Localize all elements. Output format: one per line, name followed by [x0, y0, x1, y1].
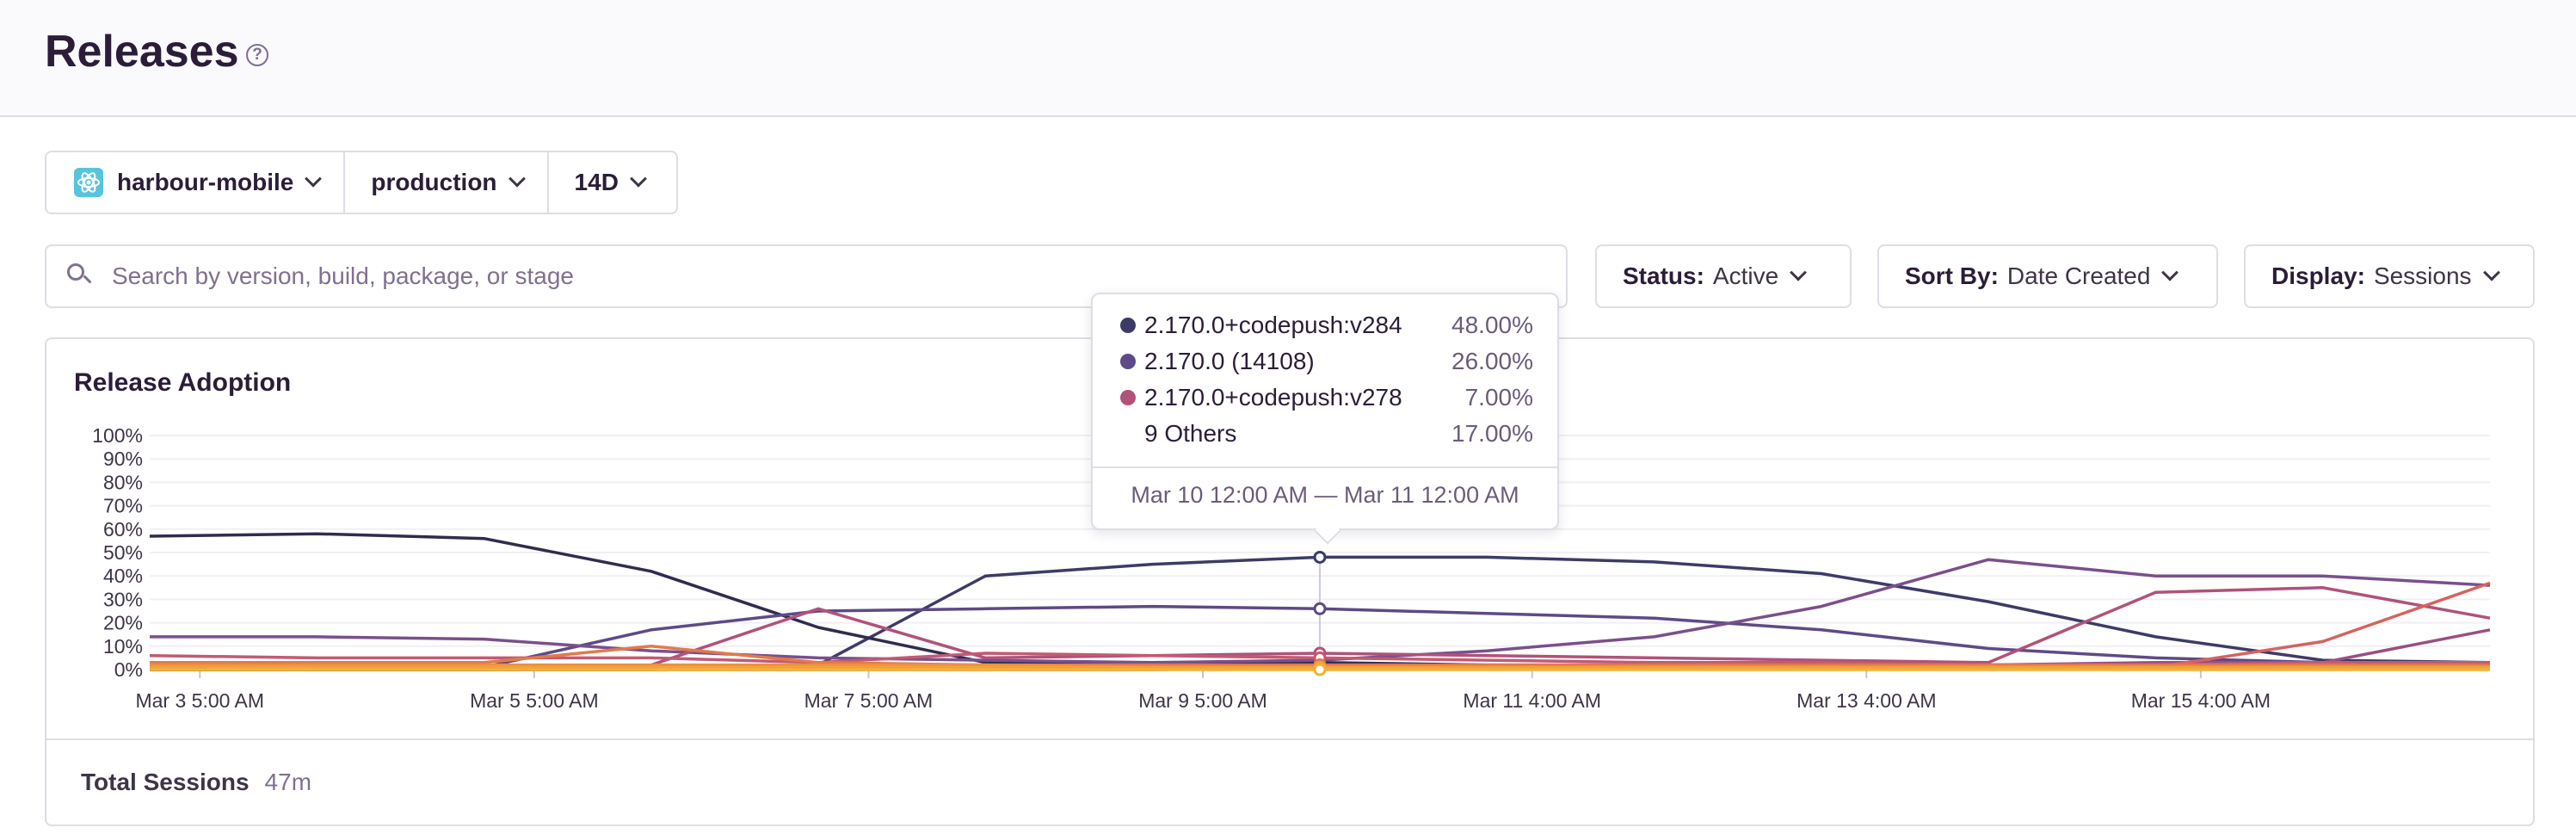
tooltip-row: 2.170.0+codepush:v278 7.00%: [1120, 380, 1533, 415]
y-tick-label: 90%: [103, 448, 143, 470]
react-project-icon: [74, 168, 103, 197]
tooltip-series-name: 2.170.0+codepush:v278: [1144, 384, 1402, 411]
tooltip-row-others: 9 Others 17.00%: [1120, 417, 1533, 451]
x-tick-label: Mar 11 4:00 AM: [1463, 689, 1601, 712]
chevron-down-icon: [2482, 263, 2500, 281]
chevron-down-icon: [1790, 263, 1808, 281]
y-tick-label: 100%: [92, 424, 143, 447]
x-tick-label: Mar 13 4:00 AM: [1796, 689, 1936, 712]
tooltip-series-value: 26.00%: [1451, 348, 1533, 374]
chart-title: Release Adoption: [74, 368, 292, 397]
status-label: Status:: [1623, 262, 1704, 289]
search-input[interactable]: [110, 262, 1490, 291]
y-tick-label: 60%: [103, 518, 143, 540]
series-color-dot: [1120, 354, 1136, 369]
chevron-down-icon: [2161, 263, 2179, 281]
sort-value: Date Created: [2006, 262, 2151, 289]
y-tick-label: 0%: [114, 658, 143, 681]
x-tick-label: Mar 15 4:00 AM: [2131, 689, 2271, 712]
y-tick-label: 10%: [103, 635, 143, 658]
question-circle-icon[interactable]: ?: [246, 44, 268, 66]
chart-tooltip: 2.170.0+codepush:v284 48.00% 2.170.0 (14…: [1091, 293, 1559, 545]
chevron-down-icon: [305, 170, 323, 188]
display-dropdown[interactable]: Display: Sessions: [2244, 244, 2535, 308]
sort-label: Sort By:: [1905, 262, 1999, 289]
status-value: Active: [1712, 262, 1779, 289]
tooltip-row: 2.170.0 (14108) 26.00%: [1120, 344, 1533, 379]
project-selector[interactable]: harbour-mobile: [46, 152, 346, 213]
release-search: [45, 244, 1568, 308]
total-sessions-value: 47m: [264, 769, 312, 795]
x-tick-label: Mar 5 5:00 AM: [470, 689, 599, 712]
highlight-point-1: [1313, 550, 1327, 564]
display-value: Sessions: [2373, 262, 2472, 289]
tooltip-series-value: 48.00%: [1451, 312, 1533, 338]
y-tick-label: 80%: [103, 471, 143, 493]
x-tick-label: Mar 9 5:00 AM: [1138, 689, 1267, 712]
date-range-value: 14D: [574, 169, 619, 195]
tooltip-divider: [1093, 466, 1557, 468]
tooltip-others-value: 17.00%: [1451, 420, 1533, 447]
tooltip-series-name: 2.170.0 (14108): [1144, 348, 1315, 374]
series-color-dot: [1120, 390, 1136, 405]
page-title: Releases: [45, 27, 239, 77]
tooltip-series-name: 2.170.0+codepush:v284: [1144, 312, 1402, 338]
y-tick-label: 40%: [103, 565, 143, 587]
date-range-selector[interactable]: 14D: [549, 152, 669, 213]
panel-footer: Total Sessions 47m: [46, 738, 2533, 825]
y-tick-label: 50%: [103, 541, 143, 564]
highlight-point-3: [1313, 602, 1327, 615]
tooltip-series-value: 7.00%: [1464, 384, 1533, 411]
page-header: Releases ?: [0, 0, 2576, 117]
tooltip-row: 2.170.0+codepush:v284 48.00%: [1120, 308, 1533, 343]
y-tick-label: 70%: [103, 495, 143, 517]
display-label: Display:: [2271, 262, 2365, 289]
search-icon: [67, 263, 93, 289]
status-dropdown[interactable]: Status: Active: [1595, 244, 1852, 308]
environment-selector[interactable]: production: [345, 152, 549, 213]
project-name: harbour-mobile: [117, 169, 294, 195]
chevron-down-icon: [508, 170, 526, 188]
chevron-down-icon: [630, 170, 647, 188]
environment-name: production: [371, 169, 497, 195]
x-tick-label: Mar 3 5:00 AM: [135, 689, 264, 712]
series-color-dot: [1120, 318, 1136, 333]
total-sessions-label: Total Sessions: [81, 769, 250, 795]
sort-dropdown[interactable]: Sort By: Date Created: [1877, 244, 2218, 308]
highlight-point-12: [1313, 663, 1327, 676]
y-tick-label: 20%: [103, 612, 143, 634]
tooltip-others-name: 9 Others: [1144, 420, 1237, 447]
y-tick-label: 30%: [103, 588, 143, 610]
page-filter-bar: harbour-mobile production 14D: [45, 151, 678, 214]
x-tick-label: Mar 7 5:00 AM: [804, 689, 934, 712]
tooltip-date-range: Mar 10 12:00 AM — Mar 11 12:00 AM: [1131, 482, 1519, 508]
